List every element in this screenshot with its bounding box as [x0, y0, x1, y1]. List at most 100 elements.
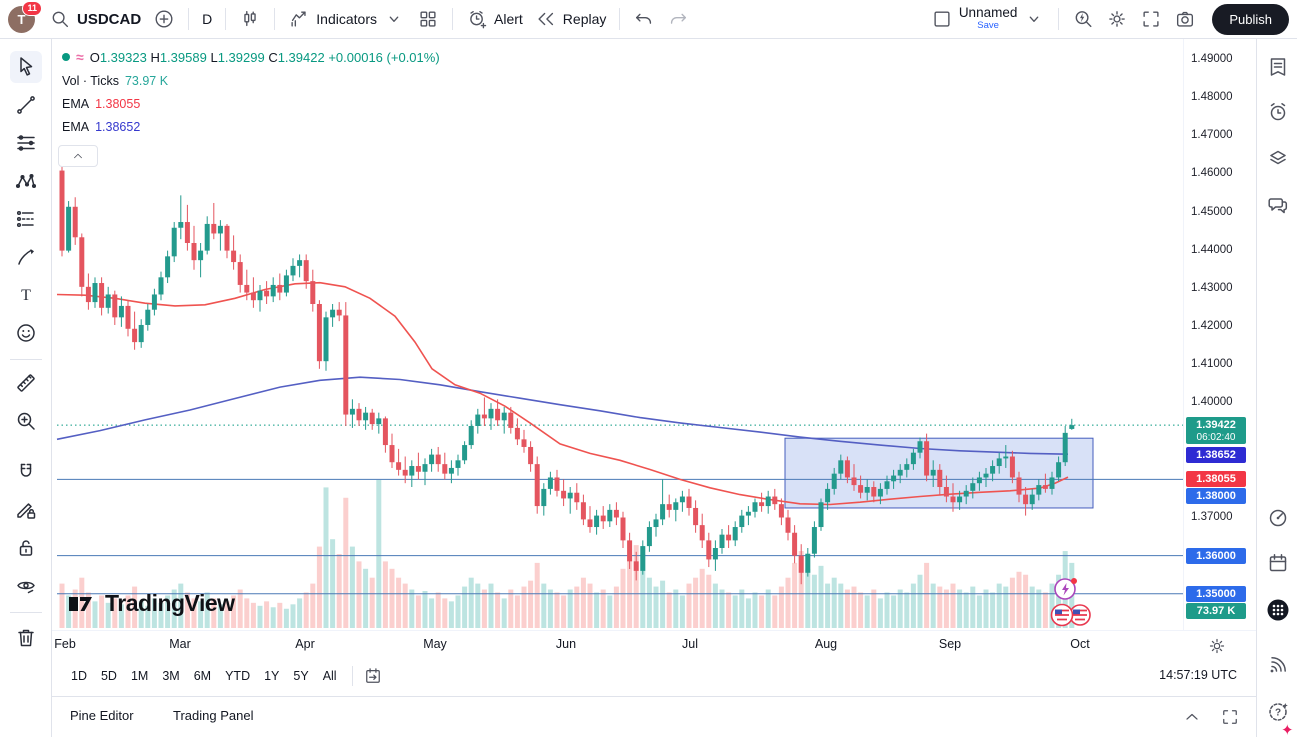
snapshot-button[interactable]	[1168, 4, 1202, 34]
data-feed-status[interactable]	[1263, 650, 1293, 680]
month-label-feb[interactable]: Feb	[54, 637, 76, 651]
time-axis[interactable]: Feb Mar Apr May Jun Jul Aug Sep Oct	[52, 630, 1256, 656]
panel-expand-button[interactable]	[1182, 707, 1202, 727]
tab-pine-editor[interactable]: Pine Editor	[70, 708, 134, 723]
candles-icon	[239, 8, 261, 30]
month-label-mar[interactable]: Mar	[169, 637, 191, 651]
range-3m[interactable]: 3M	[155, 664, 186, 688]
screener-panel[interactable]	[1263, 503, 1293, 533]
alert-button[interactable]: Alert	[460, 4, 529, 34]
zoom-in-tool[interactable]	[10, 405, 42, 437]
month-label-apr[interactable]: Apr	[295, 637, 315, 651]
range-all[interactable]: All	[316, 664, 344, 688]
calendar-icon	[1269, 554, 1287, 572]
symbol-search-button[interactable]: USDCAD	[43, 4, 147, 34]
price-tick: 1.45000	[1191, 205, 1233, 218]
month-label-oct[interactable]: Oct	[1070, 637, 1090, 651]
calendar-panel[interactable]	[1263, 548, 1293, 578]
trend-line-tool[interactable]	[10, 89, 42, 121]
maximize-icon	[1220, 707, 1240, 727]
separator	[188, 8, 190, 30]
layout-select-button[interactable]	[925, 4, 959, 34]
ohlc-row[interactable]: ≈ O1.39323 H1.39589 L1.39299 C1.39422 +0…	[62, 49, 440, 65]
separator	[10, 612, 42, 613]
tab-trading-panel[interactable]: Trading Panel	[173, 708, 254, 723]
range-1m[interactable]: 1M	[124, 664, 155, 688]
help-center[interactable]: ?	[1263, 697, 1293, 727]
measure-tool[interactable]	[10, 367, 42, 399]
change-pct-value: (+0.01%)	[386, 49, 440, 65]
market-status-dot	[62, 53, 70, 61]
pattern-tool[interactable]	[10, 165, 42, 197]
volume-value: 73.97 K	[124, 74, 169, 88]
month-label-sep[interactable]: Sep	[938, 637, 962, 651]
redo-button[interactable]	[661, 4, 695, 34]
indicators-button[interactable]: Indicators	[282, 4, 411, 34]
compare-add-button[interactable]	[147, 4, 181, 34]
clock-utc[interactable]: 14:57:19 UTC	[1159, 668, 1237, 682]
ema-fast-row[interactable]: EMA 1.38055	[62, 97, 440, 111]
month-label-aug[interactable]: Aug	[814, 637, 838, 651]
chat-panel[interactable]	[1263, 190, 1293, 220]
economic-event-icon[interactable]	[1053, 576, 1079, 605]
cursor-tool[interactable]	[10, 51, 42, 83]
timeframe-button[interactable]: D	[196, 7, 218, 31]
layout-menu-caret[interactable]	[1017, 4, 1051, 34]
hide-drawings[interactable]	[10, 570, 42, 602]
magnet-mode[interactable]	[10, 456, 42, 488]
chart-style-button[interactable]	[233, 4, 267, 34]
chevron-up-icon	[1182, 707, 1202, 727]
month-label-jul[interactable]: Jul	[682, 637, 698, 651]
month-label-may[interactable]: May	[423, 637, 447, 651]
alerts-panel[interactable]	[1263, 97, 1293, 127]
legend-collapse-button[interactable]	[58, 145, 98, 167]
layout-name-button[interactable]: Unnamed Save	[959, 6, 1018, 32]
ema-fast-label: EMA	[62, 97, 90, 111]
replay-button[interactable]: Replay	[529, 4, 613, 34]
range-6m[interactable]: 6M	[187, 664, 218, 688]
quick-search-button[interactable]	[1066, 4, 1100, 34]
range-1y[interactable]: 1Y	[257, 664, 286, 688]
candles[interactable]	[59, 166, 1075, 585]
ema-slow-line[interactable]	[56, 376, 1069, 455]
range-1d[interactable]: 1D	[64, 664, 94, 688]
range-5d[interactable]: 5D	[94, 664, 124, 688]
ema-slow-row[interactable]: EMA 1.38652	[62, 120, 440, 134]
avatar[interactable]: T 11	[8, 0, 42, 33]
fib-retracement-tool[interactable]	[10, 127, 42, 159]
remove-objects[interactable]	[10, 622, 42, 654]
watchlist-panel[interactable]	[1263, 52, 1293, 82]
range-ytd[interactable]: YTD	[218, 664, 257, 688]
stay-in-drawing-mode[interactable]	[10, 494, 42, 526]
lock-all-drawings[interactable]	[10, 532, 42, 564]
go-to-date-button[interactable]	[361, 664, 385, 688]
object-tree-panel[interactable]	[1263, 143, 1293, 173]
text-tool[interactable]: T	[10, 279, 42, 311]
save-link[interactable]: Save	[977, 20, 999, 32]
candlestick-plot[interactable]	[52, 39, 1183, 630]
range-5y[interactable]: 5Y	[286, 664, 315, 688]
apps-panel[interactable]	[1263, 595, 1293, 625]
volume-row[interactable]: Vol · Ticks 73.97 K	[62, 74, 440, 88]
time-axis-settings-button[interactable]	[1207, 636, 1227, 656]
avatar-initial: T	[17, 11, 26, 27]
close-value: 1.39422	[277, 49, 325, 65]
separator	[452, 8, 453, 30]
emoji-tool[interactable]	[10, 317, 42, 349]
indicator-templates-button[interactable]	[411, 4, 445, 34]
flag-events-icon[interactable]	[1049, 602, 1095, 630]
publish-button[interactable]: Publish	[1212, 3, 1289, 35]
brush-tool[interactable]	[10, 241, 42, 273]
month-label-jun[interactable]: Jun	[555, 637, 577, 651]
panel-maximize-button[interactable]	[1220, 707, 1240, 727]
undo-button[interactable]	[627, 4, 661, 34]
forecast-tool[interactable]	[10, 203, 42, 235]
fullscreen-button[interactable]	[1134, 4, 1168, 34]
svg-text:T: T	[21, 287, 31, 304]
chart-pane[interactable]: ≈ O1.39323 H1.39589 L1.39299 C1.39422 +0…	[52, 39, 1183, 630]
forecast-icon	[16, 210, 34, 228]
price-scale[interactable]: 1.49000 1.48000 1.47000 1.46000 1.45000 1.440…	[1183, 39, 1256, 630]
volume-label: Vol · Ticks	[62, 74, 119, 88]
settings-button[interactable]	[1100, 4, 1134, 34]
ema-fast-line[interactable]	[56, 281, 1069, 506]
